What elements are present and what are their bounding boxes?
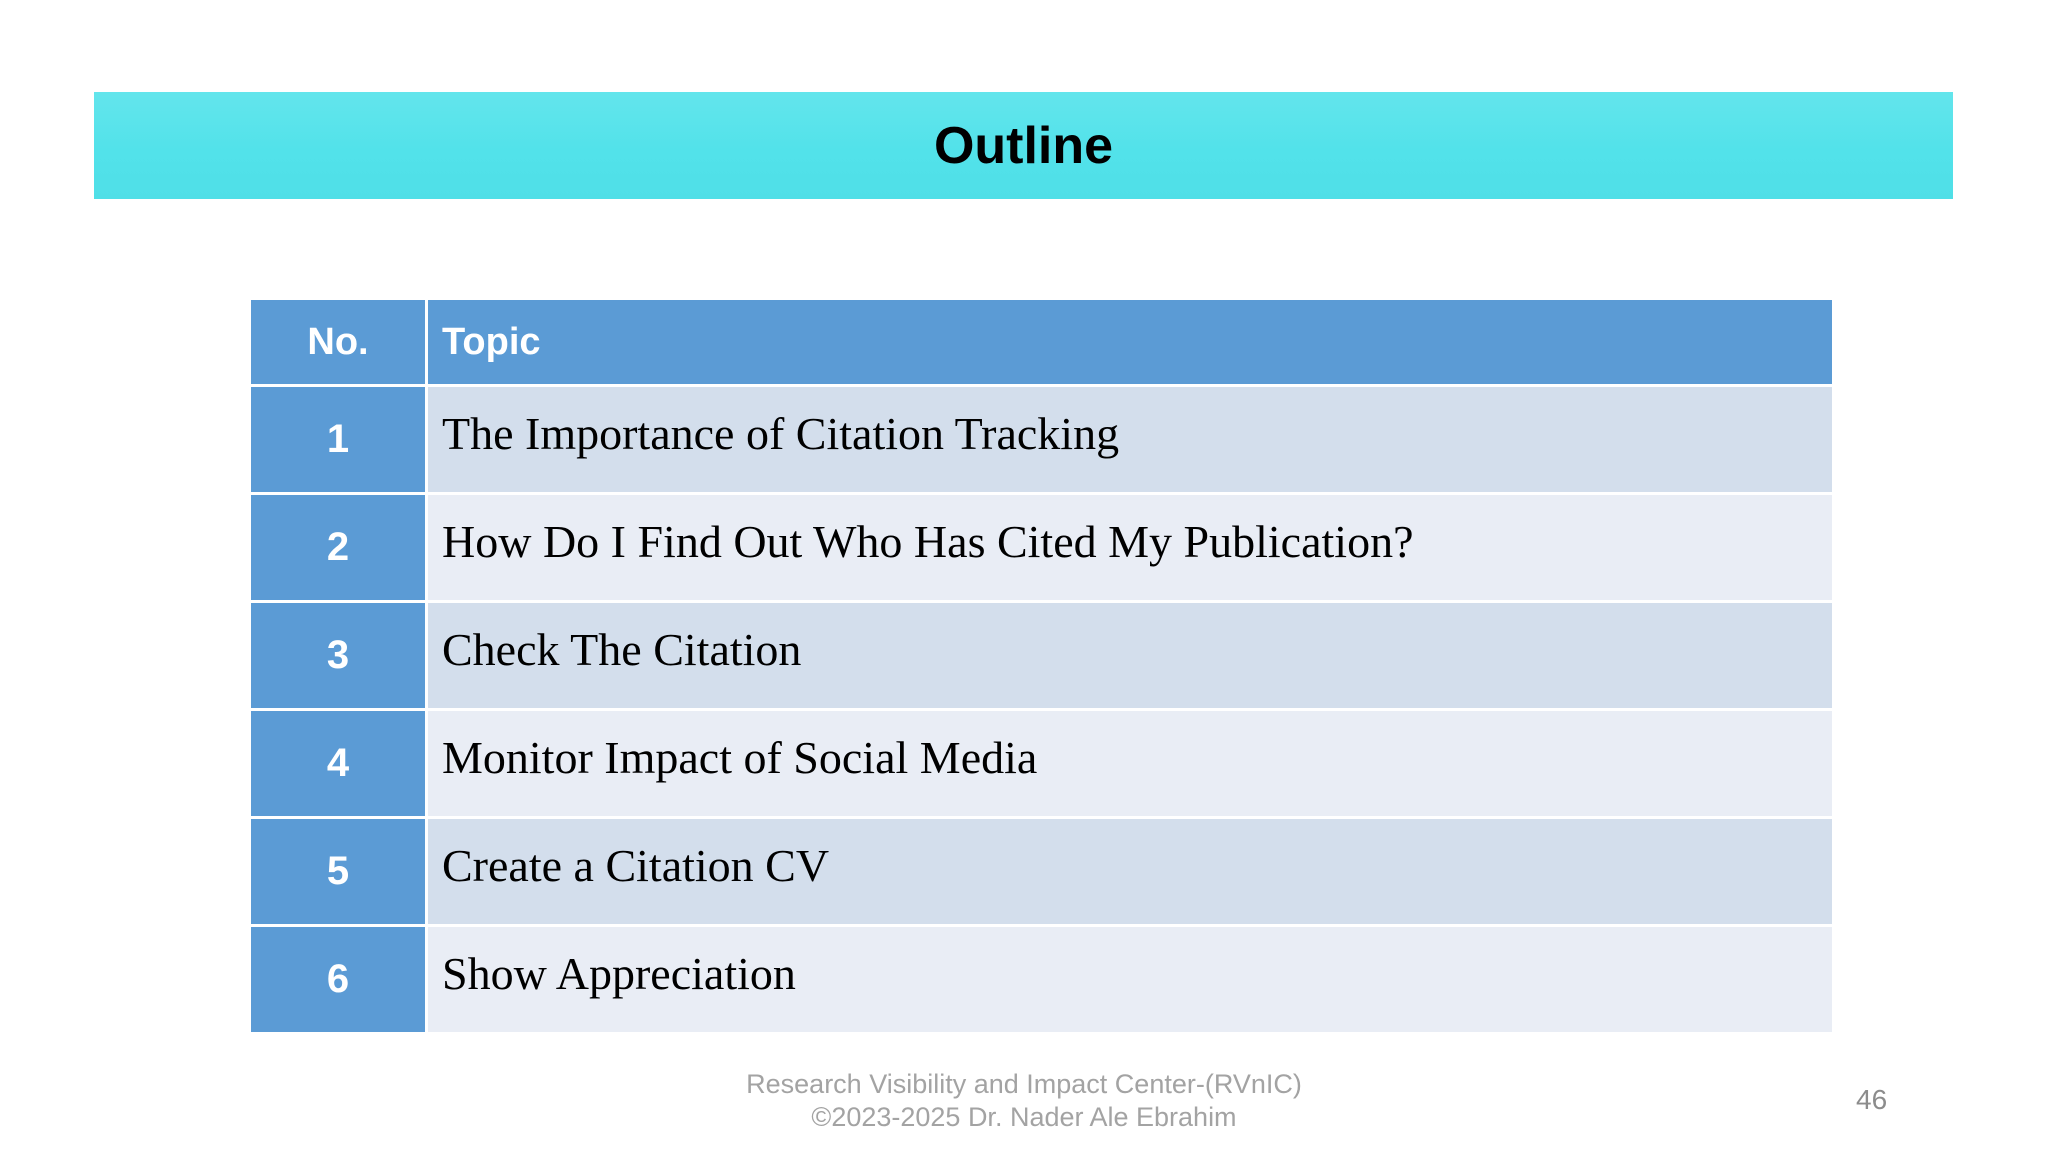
table-row: 6 Show Appreciation — [251, 927, 1832, 1032]
table-row: 2 How Do I Find Out Who Has Cited My Pub… — [251, 495, 1832, 600]
outline-table: No. Topic 1 The Importance of Citation T… — [248, 297, 1835, 1035]
slide-footer: Research Visibility and Impact Center-(R… — [0, 1068, 2048, 1134]
footer-line-2: ©2023-2025 Dr. Nader Ale Ebrahim — [811, 1102, 1237, 1132]
row-number: 1 — [251, 387, 425, 492]
row-number: 2 — [251, 495, 425, 600]
slide-title-bar: Outline — [94, 92, 1953, 199]
row-topic: Monitor Impact of Social Media — [428, 711, 1832, 816]
table-row: 1 The Importance of Citation Tracking — [251, 387, 1832, 492]
column-header-no: No. — [251, 300, 425, 384]
row-topic: How Do I Find Out Who Has Cited My Publi… — [428, 495, 1832, 600]
row-number: 3 — [251, 603, 425, 708]
table-row: 4 Monitor Impact of Social Media — [251, 711, 1832, 816]
slide-title: Outline — [933, 116, 1114, 175]
table-header-row: No. Topic — [251, 300, 1832, 384]
row-topic: Check The Citation — [428, 603, 1832, 708]
column-header-topic: Topic — [428, 300, 1832, 384]
table-row: 5 Create a Citation CV — [251, 819, 1832, 924]
row-topic: Create a Citation CV — [428, 819, 1832, 924]
row-number: 5 — [251, 819, 425, 924]
table-row: 3 Check The Citation — [251, 603, 1832, 708]
row-topic: The Importance of Citation Tracking — [428, 387, 1832, 492]
row-number: 6 — [251, 927, 425, 1032]
row-topic: Show Appreciation — [428, 927, 1832, 1032]
row-number: 4 — [251, 711, 425, 816]
page-number: 46 — [1856, 1084, 1888, 1115]
footer-line-1: Research Visibility and Impact Center-(R… — [746, 1069, 1302, 1099]
